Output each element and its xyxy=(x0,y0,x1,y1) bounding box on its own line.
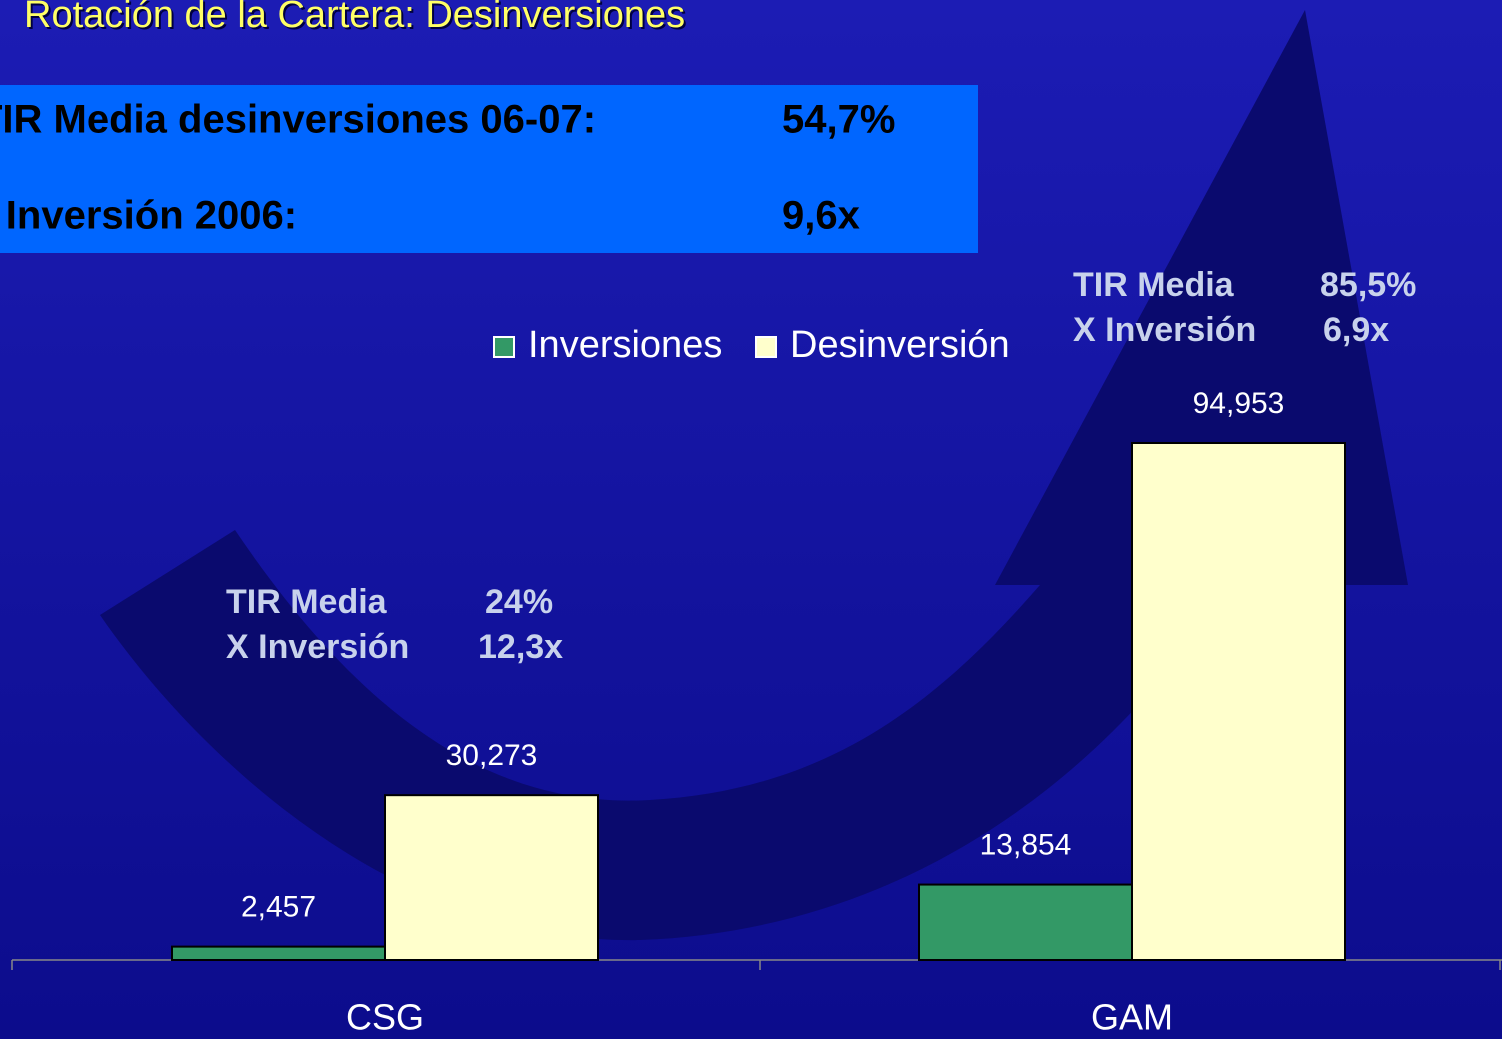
summary-value: 54,7% xyxy=(782,98,895,142)
legend-swatch xyxy=(755,336,777,358)
arrow-graphic xyxy=(100,10,1408,941)
value-label: 94,953 xyxy=(1193,387,1285,420)
annotation-value: 6,9x xyxy=(1323,311,1389,349)
legend-label: Desinversión xyxy=(790,324,1010,366)
annotation-label: X Inversión xyxy=(1073,311,1256,349)
x-tick-label: GAM xyxy=(1091,997,1173,1038)
x-tick-label: CSG xyxy=(346,997,424,1038)
summary-value: 9,6x xyxy=(782,194,860,238)
bar xyxy=(918,883,1133,961)
bar xyxy=(1131,442,1346,961)
annotation-label: TIR Media xyxy=(1073,266,1235,304)
annotation-label: X Inversión xyxy=(226,628,409,666)
legend-label: Inversiones xyxy=(528,324,722,366)
value-label: 13,854 xyxy=(980,828,1072,861)
legend-swatch xyxy=(493,336,515,358)
annotation-value: 24% xyxy=(485,583,553,621)
title-shadow: Rotación de la Cartera: Desinversiones xyxy=(26,0,687,38)
annotation-label: TIR Media xyxy=(226,583,388,621)
annotation-value: 12,3x xyxy=(478,628,563,666)
title: Rotación de la Cartera: Desinversiones xyxy=(24,0,685,36)
summary-box xyxy=(0,85,978,253)
bar xyxy=(384,794,599,962)
value-label: 30,273 xyxy=(446,739,538,772)
bar xyxy=(171,945,386,962)
value-label: 2,457 xyxy=(241,891,316,924)
chart: 2,457 30,273 CSG 13,854 94,953 GAM Inversiones… xyxy=(11,266,1502,1038)
summary-label: TIR Media desinversiones 06-07: xyxy=(0,98,596,142)
summary-label: X Inversión 2006: xyxy=(0,194,297,238)
annotation-value: 85,5% xyxy=(1320,266,1416,304)
